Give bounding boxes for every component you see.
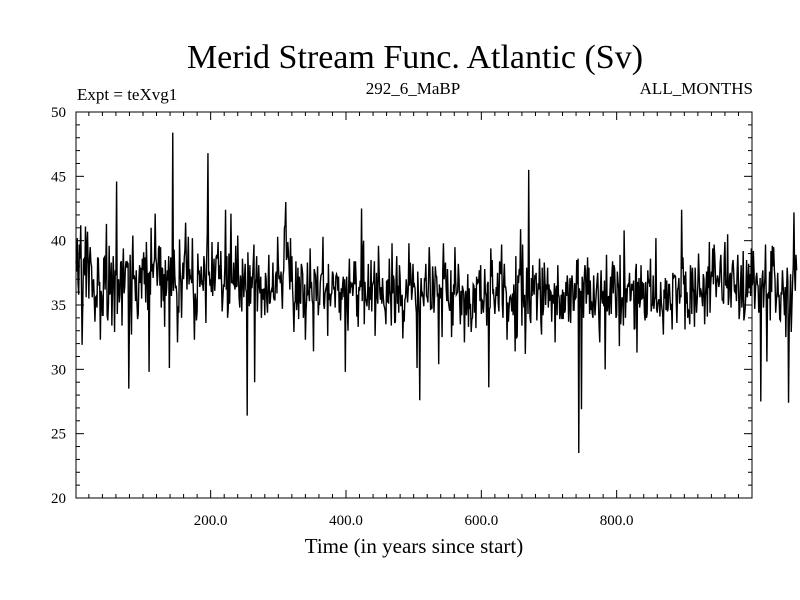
plot-area bbox=[75, 111, 798, 499]
x-tick-label: 200.0 bbox=[194, 513, 228, 529]
x-tick-label: 800.0 bbox=[600, 513, 634, 529]
x-tick-label: 600.0 bbox=[464, 513, 498, 529]
y-tick-label: 25 bbox=[51, 427, 66, 443]
x-axis-label: Time (in years since start) bbox=[305, 534, 524, 558]
y-tick-label: 35 bbox=[51, 298, 66, 314]
experiment-label: Expt = teXvg1 bbox=[77, 85, 177, 104]
y-axis: 20 25 30 35 40 45 50 bbox=[51, 105, 752, 507]
y-tick-label: 30 bbox=[51, 362, 66, 378]
period-label: 292_6_MaBP bbox=[366, 79, 460, 98]
y-tick-label: 45 bbox=[51, 169, 66, 185]
chart-title: Merid Stream Func. Atlantic (Sv) bbox=[187, 39, 643, 76]
series-line-0 bbox=[75, 132, 798, 453]
y-tick-label: 20 bbox=[51, 491, 66, 507]
x-axis: 200.0 400.0 600.0 800.0 bbox=[88, 112, 753, 529]
y-tick-label: 50 bbox=[51, 105, 66, 121]
months-label: ALL_MONTHS bbox=[640, 79, 753, 98]
x-tick-label: 400.0 bbox=[329, 513, 363, 529]
y-tick-label: 40 bbox=[51, 234, 66, 250]
